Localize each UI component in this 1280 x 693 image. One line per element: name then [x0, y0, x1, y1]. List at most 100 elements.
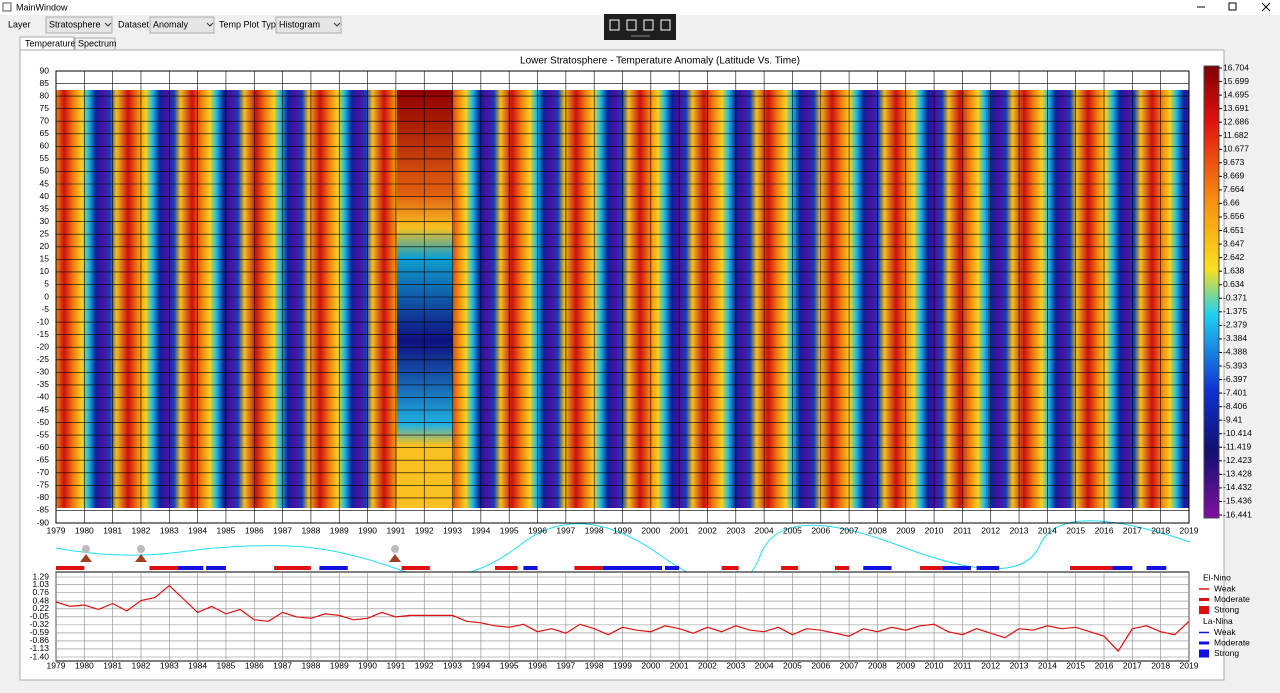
x-tick-label: 1985: [216, 660, 235, 670]
y-tick-label: 1.03: [32, 579, 49, 589]
y-tick-label: 80: [40, 90, 50, 100]
y-tick-label: -60: [37, 442, 50, 452]
enso-bar: [976, 566, 1000, 570]
y-tick-label: 35: [40, 203, 50, 213]
x-tick-label: 1986: [245, 525, 264, 535]
y-tick-label: 1.29: [32, 571, 49, 581]
legend-label: Weak: [1214, 583, 1236, 593]
y-tick-label: 65: [40, 128, 50, 138]
enso-bar: [602, 566, 663, 570]
y-tick-label: -25: [37, 354, 50, 364]
colorbar-label: 7.664: [1223, 184, 1245, 194]
legend-swatch: [1199, 641, 1209, 645]
colorbar-label: 13.691: [1223, 103, 1249, 113]
colorbar: [1203, 65, 1220, 519]
x-tick-label: 2017: [1123, 525, 1142, 535]
x-tick-label: 2009: [896, 660, 915, 670]
x-tick-label: 2003: [726, 525, 745, 535]
y-tick-label: -90: [37, 517, 50, 527]
colorbar-label: -0.371: [1223, 293, 1247, 303]
y-tick-label: 0.48: [32, 595, 49, 605]
x-tick-label: 2004: [755, 525, 774, 535]
x-tick-label: 1983: [160, 660, 179, 670]
enso-bar: [942, 566, 971, 570]
enso-bar: [523, 566, 538, 570]
y-tick-label: -65: [37, 454, 50, 464]
enso-bar: [149, 566, 178, 570]
dataset-select[interactable]: [149, 16, 215, 34]
y-tick-label: 90: [40, 65, 50, 75]
y-tick-label: 40: [40, 191, 50, 201]
y-tick-label: -5: [41, 304, 49, 314]
colorbar-label: -5.393: [1223, 360, 1247, 370]
enso-bar: [177, 566, 204, 570]
y-tick-label: 60: [40, 141, 50, 151]
y-tick-label: -55: [37, 429, 50, 439]
close-button[interactable]: [1261, 2, 1271, 12]
tab-label: Temperature: [25, 38, 76, 48]
x-tick-label: 1999: [613, 660, 632, 670]
x-tick-label: 2010: [925, 660, 944, 670]
y-tick-label: 25: [40, 228, 50, 238]
x-tick-label: 1992: [415, 660, 434, 670]
colorbar-label: -15.436: [1223, 496, 1252, 506]
layer-select[interactable]: [45, 16, 113, 34]
y-tick-label: -0.05: [30, 611, 50, 621]
layer-value: Stratosphere: [49, 19, 101, 29]
x-tick-label: 1998: [585, 660, 604, 670]
colorbar-label: 8.669: [1223, 171, 1245, 181]
legend-label: Moderate: [1214, 637, 1250, 647]
y-tick-label: -1.13: [30, 643, 50, 653]
layer-label: Layer: [8, 19, 31, 29]
window-controls[interactable]: [1197, 2, 1271, 12]
x-tick-label: 1979: [47, 525, 66, 535]
x-tick-label: 2004: [755, 660, 774, 670]
legend-swatch: [1199, 588, 1209, 590]
x-tick-label: 1982: [132, 660, 151, 670]
colorbar-label: 15.699: [1223, 76, 1249, 86]
y-tick-label: 85: [40, 78, 50, 88]
x-tick-label: 1981: [103, 660, 122, 670]
dataset-value: Anomaly: [153, 19, 189, 29]
legend-label: Weak: [1214, 627, 1236, 637]
colorbar-label: 12.686: [1223, 116, 1249, 126]
app-icon: [2, 2, 12, 12]
y-tick-label: 10: [40, 266, 50, 276]
colorbar-label: -13.428: [1223, 469, 1252, 479]
colorbar-label: -2.379: [1223, 320, 1247, 330]
x-tick-label: 1999: [613, 525, 632, 535]
restore-button[interactable]: [1228, 2, 1237, 11]
x-tick-label: 1996: [528, 660, 547, 670]
y-tick-label: -0.59: [30, 627, 50, 637]
y-tick-label: -70: [37, 467, 50, 477]
title-bar: [0, 0, 1280, 15]
x-tick-label: 1995: [500, 525, 519, 535]
x-tick-label: 1994: [471, 660, 490, 670]
y-tick-label: -75: [37, 480, 50, 490]
y-tick-label: 0.22: [32, 603, 49, 613]
window-title: MainWindow: [16, 2, 68, 12]
y-tick-label: -20: [37, 341, 50, 351]
y-tick-label: -15: [37, 329, 50, 339]
enso-bar: [1146, 566, 1167, 570]
x-tick-label: 1992: [415, 525, 434, 535]
volcano-icons: [80, 545, 401, 562]
colorbar-label: 10.677: [1223, 144, 1249, 154]
x-tick-label: 2008: [868, 660, 887, 670]
x-tick-label: 1991: [386, 525, 405, 535]
plot-type-select[interactable]: [275, 16, 342, 34]
plot-frame: [55, 70, 1190, 524]
enso-bar: [664, 566, 680, 570]
x-tick-label: 1986: [245, 660, 264, 670]
toolbar-icons[interactable]: [609, 19, 671, 37]
x-tick-label: 1987: [273, 525, 292, 535]
y-tick-label: -35: [37, 379, 50, 389]
x-tick-label: 1980: [75, 525, 94, 535]
colorbar-label: -3.384: [1223, 333, 1247, 343]
x-tick-label: 2008: [868, 525, 887, 535]
x-tick-label: 2011: [953, 525, 972, 535]
enso-bar: [319, 566, 348, 570]
x-tick-label: 2017: [1123, 660, 1142, 670]
